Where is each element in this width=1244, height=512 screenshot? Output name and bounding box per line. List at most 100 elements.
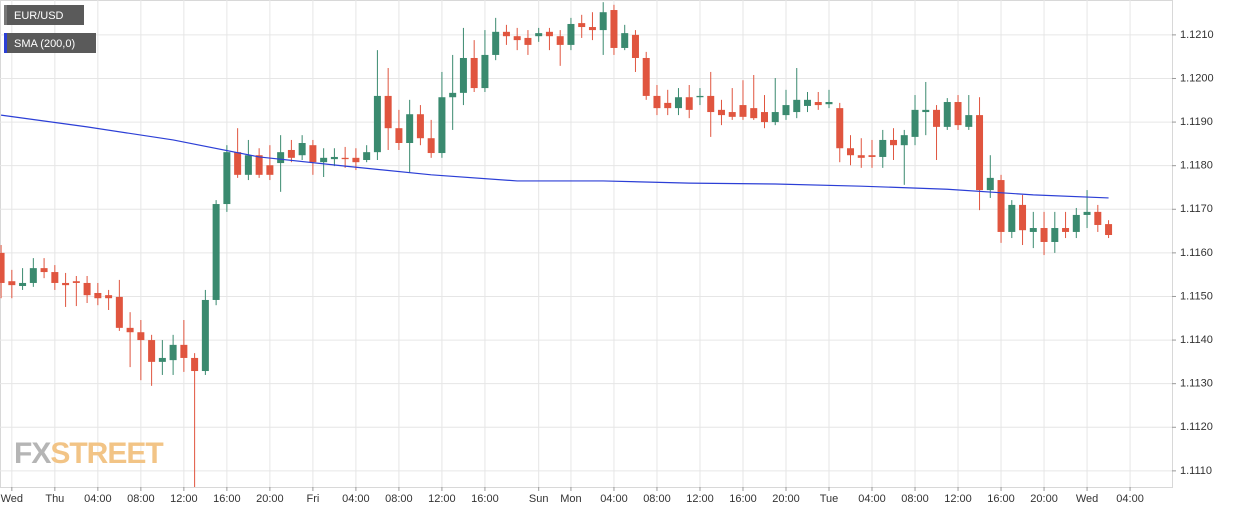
candle-body (459, 57, 467, 93)
candle-body (857, 155, 865, 158)
candle-body (481, 54, 489, 89)
candle-body (255, 155, 263, 175)
x-tick-label: 12:00 (428, 493, 456, 505)
candle-body (1019, 204, 1027, 231)
legend-label: SMA (200,0) (14, 38, 75, 50)
candle-body (234, 152, 242, 175)
candle-body (739, 105, 747, 117)
candle-body (158, 357, 166, 362)
candle-body (126, 327, 134, 333)
candle-body (578, 23, 586, 28)
candle-body (793, 99, 801, 113)
candle-body (954, 102, 962, 126)
x-tick-label: 04:00 (600, 493, 628, 505)
candle-body (513, 36, 521, 41)
candle-body (137, 332, 145, 341)
candle-body (825, 102, 833, 105)
candle-body (1062, 228, 1070, 232)
candle-body (492, 31, 500, 55)
x-tick-label: 08:00 (901, 493, 929, 505)
candle-body (599, 12, 607, 31)
watermark-street: STREET (50, 437, 163, 470)
x-tick-label: 12:00 (944, 493, 972, 505)
candle-body (836, 108, 844, 149)
candle-body (94, 292, 102, 299)
x-tick-label: Wed (1, 493, 23, 505)
legend-swatch (4, 5, 7, 25)
candle-body (244, 155, 252, 175)
y-tick-label: 1.1170 (1180, 203, 1213, 215)
candle-body (223, 152, 231, 205)
candle-body (406, 114, 414, 144)
candle-body (664, 102, 672, 109)
y-tick-label: 1.1200 (1180, 72, 1214, 84)
candle-body (556, 36, 564, 45)
candle-body (1105, 224, 1113, 235)
candle-body (717, 109, 725, 116)
candle-body (1040, 228, 1048, 242)
candle-body (879, 139, 887, 157)
candle-body (8, 281, 16, 286)
candle-body (545, 31, 553, 37)
candle-body (352, 157, 360, 163)
y-tick-label: 1.1150 (1180, 290, 1213, 302)
sma-line (0, 114, 1109, 199)
candle-body (40, 268, 48, 273)
candle-body (449, 92, 457, 98)
y-tick-label: 1.1190 (1180, 116, 1213, 128)
legend-box (4, 5, 84, 25)
y-tick-label: 1.1110 (1180, 465, 1212, 477)
candle-body (943, 102, 951, 127)
candle-body (771, 112, 779, 123)
x-tick-label: 16:00 (729, 493, 757, 505)
x-tick-label: 16:00 (471, 493, 499, 505)
candle-body (191, 357, 199, 372)
candle-body (180, 344, 188, 358)
candle-body (373, 95, 381, 153)
y-tick-label: 1.1210 (1180, 29, 1214, 41)
candle-body (287, 149, 295, 158)
candle-body (621, 33, 629, 48)
candle-body (115, 296, 123, 328)
y-tick-label: 1.1160 (1180, 247, 1213, 259)
x-tick-label: 20:00 (1030, 493, 1058, 505)
candle-body (814, 102, 822, 106)
candle-body (51, 272, 59, 283)
candle-body (266, 165, 274, 175)
candle-body (29, 268, 37, 283)
candle-body (62, 282, 70, 286)
candle-body (309, 145, 317, 163)
candle-body (997, 180, 1005, 232)
candle-body (707, 95, 715, 113)
candle-body (201, 299, 209, 372)
legend-box (4, 33, 96, 53)
x-tick-label: 04:00 (1116, 493, 1144, 505)
x-tick-label: Mon (560, 493, 581, 505)
candle-body (1008, 204, 1016, 232)
x-tick-label: 04:00 (858, 493, 886, 505)
candle-body (976, 115, 984, 191)
candle-body (105, 295, 113, 299)
x-tick-label: 08:00 (643, 493, 671, 505)
candle-body (277, 152, 285, 164)
y-tick-label: 1.1130 (1180, 378, 1213, 390)
candle-body (330, 156, 338, 160)
candle-body (588, 27, 596, 31)
candle-body (148, 340, 156, 362)
x-tick-label: Fri (306, 493, 319, 505)
x-tick-label: Tue (820, 493, 839, 505)
x-tick-label: Thu (45, 493, 64, 505)
candle-body (631, 34, 639, 58)
candle-body (1083, 211, 1091, 215)
y-tick-label: 1.1140 (1180, 334, 1213, 346)
watermark-fx: FX (14, 437, 51, 470)
candle-body (986, 177, 994, 191)
x-tick-label: Wed (1076, 493, 1098, 505)
candle-body (212, 204, 220, 300)
candle-body (868, 155, 876, 157)
candle-body (653, 95, 661, 109)
candle-body (363, 152, 371, 161)
candle-body (782, 105, 790, 116)
candle-body (438, 97, 446, 154)
candle-body (922, 109, 930, 113)
